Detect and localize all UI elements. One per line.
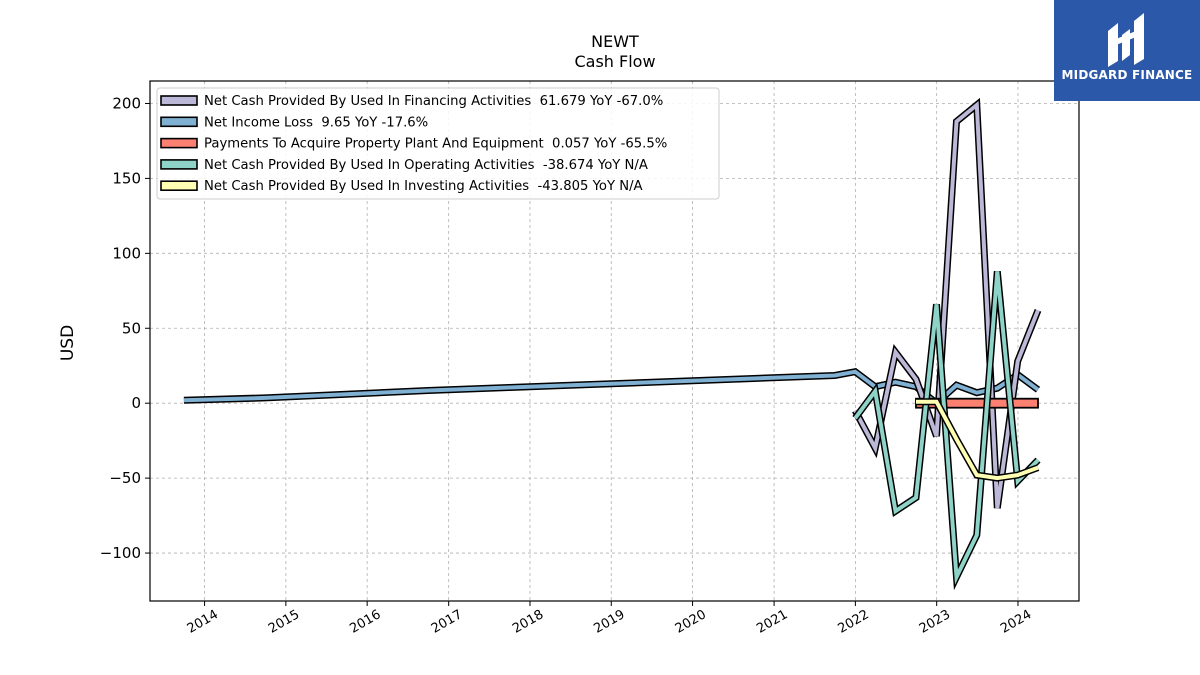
chart-title: NEWT xyxy=(591,32,639,51)
legend-entry: Net Cash Provided By Used In Financing A… xyxy=(160,94,663,109)
series-line-4 xyxy=(916,398,1040,482)
series-bar-ppe xyxy=(915,397,1039,409)
legend-entry: Payments To Acquire Property Plant And E… xyxy=(160,137,667,152)
legend: Net Cash Provided By Used In Financing A… xyxy=(156,87,720,200)
series-lines xyxy=(183,97,1042,591)
logo-text: MIDGARD FINANCE xyxy=(1061,68,1193,82)
x-tick-label: 2014 xyxy=(185,607,221,637)
legend-entry: Net Cash Provided By Used In Investing A… xyxy=(160,179,643,194)
legend-entry: Net Cash Provided By Used In Operating A… xyxy=(160,158,648,173)
x-tick-label: 2023 xyxy=(917,607,953,637)
y-tick-label: −100 xyxy=(100,544,141,562)
x-tick-label: 2022 xyxy=(836,607,872,637)
y-tick-label: 200 xyxy=(112,94,141,112)
legend-box xyxy=(156,87,720,200)
y-tick-label: 0 xyxy=(131,394,141,412)
legend-swatch xyxy=(160,137,198,149)
series-stroke xyxy=(853,271,1040,585)
legend-label: Net Cash Provided By Used In Operating A… xyxy=(204,158,648,173)
y-tick-label: 100 xyxy=(112,244,141,262)
y-tick-label: 50 xyxy=(122,319,141,337)
x-tick-label: 2024 xyxy=(998,607,1034,637)
chart-subtitle: Cash Flow xyxy=(574,52,656,71)
midgard-finance-logo: MIDGARD FINANCE xyxy=(1054,0,1200,101)
legend-entry: Net Income Loss 9.65 YoY -17.6% xyxy=(160,115,428,130)
y-tick-label: −50 xyxy=(109,469,141,487)
legend-label: Net Income Loss 9.65 YoY -17.6% xyxy=(204,115,428,130)
legend-label: Net Cash Provided By Used In Investing A… xyxy=(204,179,643,194)
series-stroke xyxy=(183,369,1040,406)
x-tick-label: 2017 xyxy=(429,607,465,637)
y-tick-label: 150 xyxy=(112,169,141,187)
legend-swatch xyxy=(160,159,198,170)
x-tick-label: 2015 xyxy=(266,607,302,637)
series-line-0 xyxy=(852,97,1042,509)
x-tick-label: 2021 xyxy=(754,607,790,637)
legend-swatch xyxy=(160,180,198,191)
x-tick-label: 2019 xyxy=(591,607,627,637)
legend-label: Net Cash Provided By Used In Financing A… xyxy=(204,94,663,109)
legend-swatch xyxy=(160,116,198,128)
legend-label: Payments To Acquire Property Plant And E… xyxy=(204,137,667,152)
plot-frame xyxy=(149,80,1080,602)
series-line-3 xyxy=(852,270,1041,591)
x-tick-label: 2016 xyxy=(347,607,383,637)
series-line-2 xyxy=(915,397,1039,409)
x-tick-label: 2018 xyxy=(510,607,546,637)
x-tick-label: 2020 xyxy=(673,607,709,637)
series-stroke xyxy=(853,100,1040,509)
y-axis-label: USD xyxy=(58,324,78,362)
series-stroke xyxy=(916,399,1039,481)
midgard-logo-icon xyxy=(1108,13,1144,67)
series-line-1 xyxy=(183,367,1041,408)
legend-swatch xyxy=(160,95,198,106)
